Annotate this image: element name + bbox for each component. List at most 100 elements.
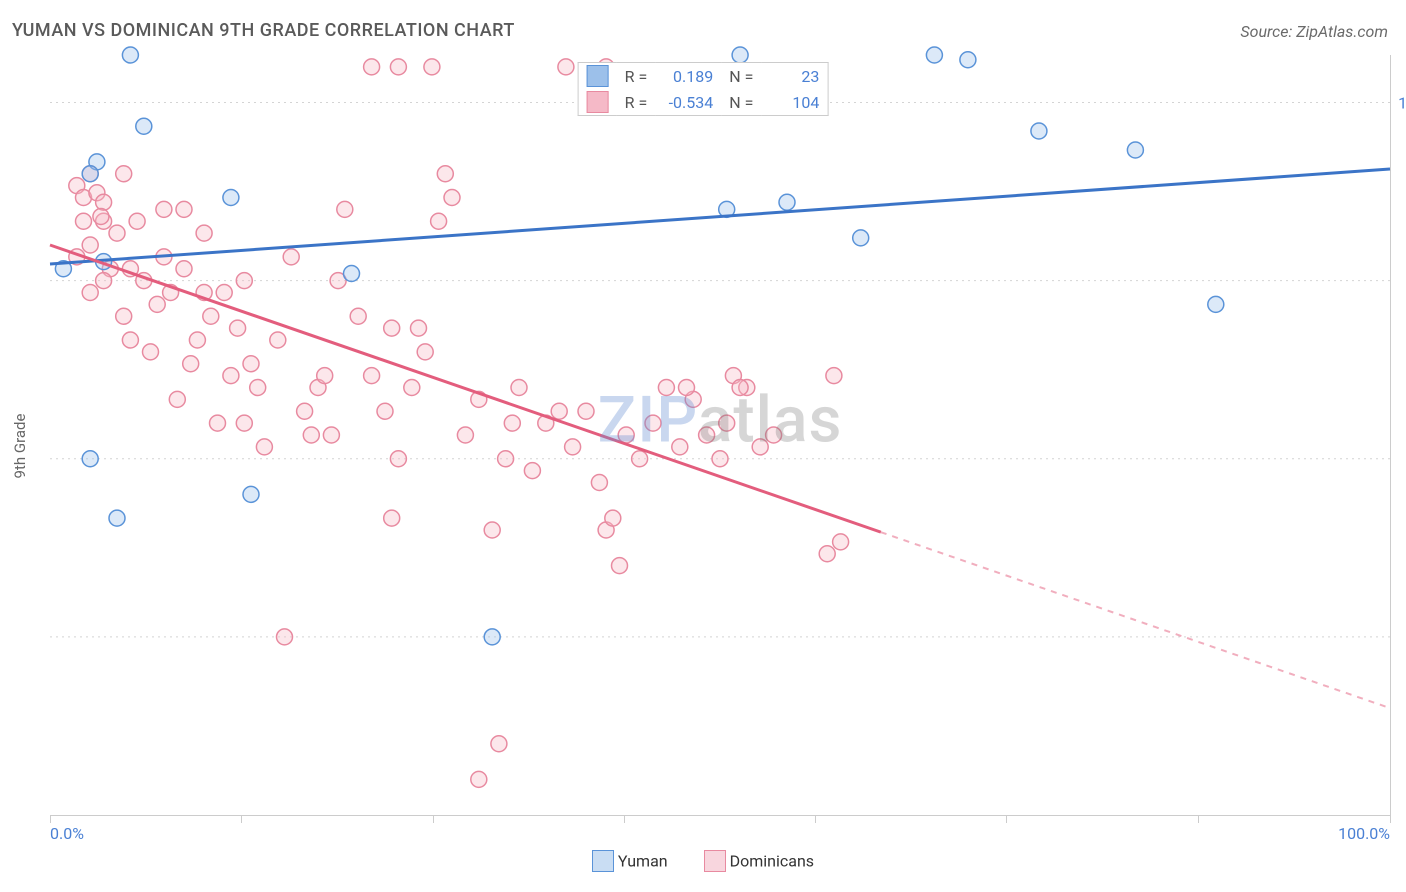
data-point	[116, 166, 132, 182]
data-point	[96, 194, 112, 210]
data-point	[196, 225, 212, 241]
data-point	[189, 332, 205, 348]
y-tick-label: 100.0%	[1398, 93, 1406, 112]
legend-label: Dominicans	[730, 852, 814, 871]
legend-item: Dominicans	[704, 850, 814, 869]
data-point	[558, 59, 574, 75]
data-point	[364, 59, 380, 75]
data-point	[484, 629, 500, 645]
legend-swatch	[592, 850, 614, 872]
x-tick-label: 0.0%	[50, 824, 84, 843]
x-tick	[50, 815, 51, 823]
data-point	[960, 52, 976, 68]
stats-row: R =0.189N =23	[578, 63, 828, 90]
stat-label: N =	[721, 63, 761, 90]
data-point	[404, 380, 420, 396]
data-point	[732, 47, 748, 63]
data-point	[344, 266, 360, 282]
data-point	[417, 344, 433, 360]
data-point	[658, 380, 674, 396]
data-point	[390, 451, 406, 467]
data-point	[632, 451, 648, 467]
data-point	[236, 415, 252, 431]
data-point	[437, 166, 453, 182]
data-point	[216, 285, 232, 301]
legend-swatch	[704, 850, 726, 872]
data-point	[303, 427, 319, 443]
data-point	[270, 332, 286, 348]
data-point	[444, 190, 460, 206]
data-point	[223, 190, 239, 206]
data-point	[116, 308, 132, 324]
data-point	[350, 308, 366, 324]
stat-n-value: 104	[761, 89, 828, 116]
data-point	[169, 391, 185, 407]
stat-n-value: 23	[761, 63, 828, 90]
data-point	[364, 368, 380, 384]
y-axis-label: 9th Grade	[11, 414, 29, 479]
data-point	[853, 230, 869, 246]
data-point	[236, 273, 252, 289]
stats-row: R =-0.534N =104	[578, 89, 828, 116]
stat-r-value: -0.534	[655, 89, 721, 116]
x-tick	[1198, 815, 1199, 823]
data-point	[323, 427, 339, 443]
series-legend: Yuman Dominicans	[0, 850, 1406, 872]
data-point	[283, 249, 299, 265]
data-point	[82, 285, 98, 301]
stat-label: N =	[721, 89, 761, 116]
data-point	[411, 320, 427, 336]
data-point	[122, 332, 138, 348]
data-point	[149, 296, 165, 312]
data-point	[431, 213, 447, 229]
data-point	[122, 47, 138, 63]
data-point	[76, 213, 92, 229]
data-point	[129, 213, 145, 229]
legend-swatch	[587, 65, 609, 87]
data-point	[143, 344, 159, 360]
data-point	[612, 558, 628, 574]
chart-svg	[50, 55, 1390, 815]
data-point	[82, 166, 98, 182]
data-point	[277, 629, 293, 645]
data-point	[156, 201, 172, 217]
data-point	[203, 308, 219, 324]
data-point	[926, 47, 942, 63]
data-point	[317, 368, 333, 384]
data-point	[337, 201, 353, 217]
data-point	[565, 439, 581, 455]
data-point	[498, 451, 514, 467]
data-point	[699, 427, 715, 443]
data-point	[524, 463, 540, 479]
x-tick	[1006, 815, 1007, 823]
data-point	[384, 320, 400, 336]
x-tick	[815, 815, 816, 823]
data-point	[243, 356, 259, 372]
data-point	[384, 510, 400, 526]
data-point	[82, 451, 98, 467]
stat-label: R =	[617, 63, 656, 90]
trend-line-extrapolated	[881, 532, 1390, 708]
data-point	[1031, 123, 1047, 139]
data-point	[779, 194, 795, 210]
data-point	[82, 237, 98, 253]
data-point	[210, 415, 226, 431]
data-point	[109, 225, 125, 241]
stat-r-value: 0.189	[655, 63, 721, 90]
data-point	[591, 475, 607, 491]
x-tick	[1390, 815, 1391, 823]
data-point	[578, 403, 594, 419]
data-point	[96, 273, 112, 289]
data-point	[618, 427, 634, 443]
chart-title: YUMAN VS DOMINICAN 9TH GRADE CORRELATION…	[12, 20, 515, 41]
data-point	[672, 439, 688, 455]
x-tick	[624, 815, 625, 823]
data-point	[176, 201, 192, 217]
data-point	[390, 59, 406, 75]
data-point	[377, 403, 393, 419]
data-point	[256, 439, 272, 455]
data-point	[109, 510, 125, 526]
data-point	[471, 771, 487, 787]
chart-container: YUMAN VS DOMINICAN 9TH GRADE CORRELATION…	[0, 0, 1406, 892]
data-point	[1127, 142, 1143, 158]
